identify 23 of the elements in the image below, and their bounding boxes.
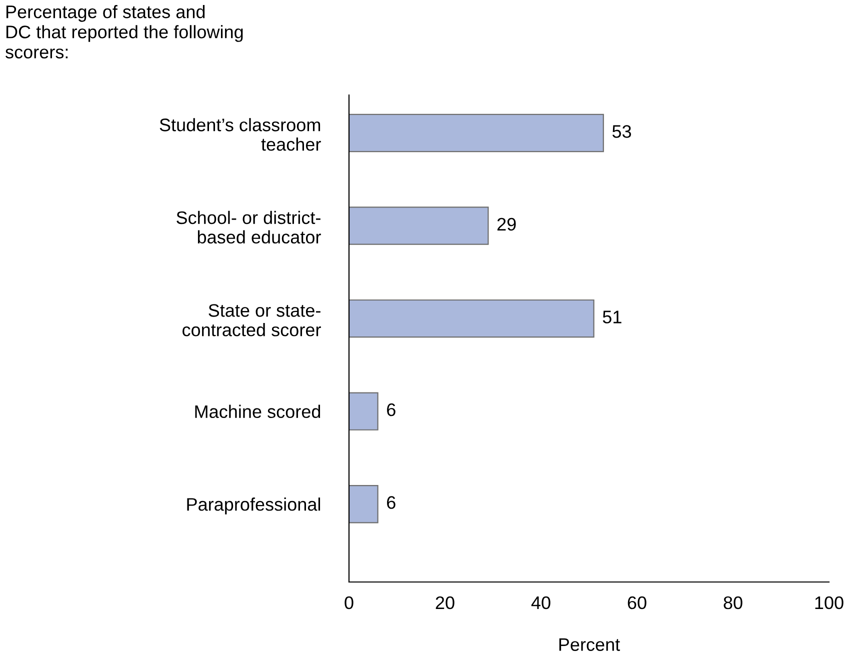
- data-label: 53: [612, 125, 632, 138]
- x-tick-label: 100: [815, 596, 844, 610]
- bar: [349, 114, 604, 152]
- y-tick-label: Machine scored: [195, 404, 320, 418]
- bar: [349, 484, 378, 524]
- x-tick-label: 40: [531, 596, 550, 610]
- y-tick-label: Student’s classroom teacher: [160, 118, 321, 151]
- data-label: 6: [387, 403, 396, 416]
- bar: [349, 206, 489, 245]
- data-label: 51: [602, 310, 622, 324]
- y-tick-label: State or state- contracted scorer: [182, 304, 321, 336]
- data-label: 6: [387, 496, 396, 509]
- text: Percentage of states and DC that reported the following scorers:: [6, 5, 243, 58]
- data-label: 29: [497, 218, 516, 231]
- x-tick-label: 80: [724, 596, 742, 610]
- y-tick-label: School- or district- based educator: [176, 210, 321, 244]
- bar: [349, 392, 378, 430]
- x-tick-label: 60: [628, 596, 646, 610]
- bar: [349, 299, 594, 338]
- y-tick-label: Paraprofessional: [187, 498, 320, 514]
- x-tick-label: 0: [344, 596, 354, 610]
- x-axis-title: Percent: [559, 638, 620, 651]
- x-tick-label: 20: [436, 596, 454, 610]
